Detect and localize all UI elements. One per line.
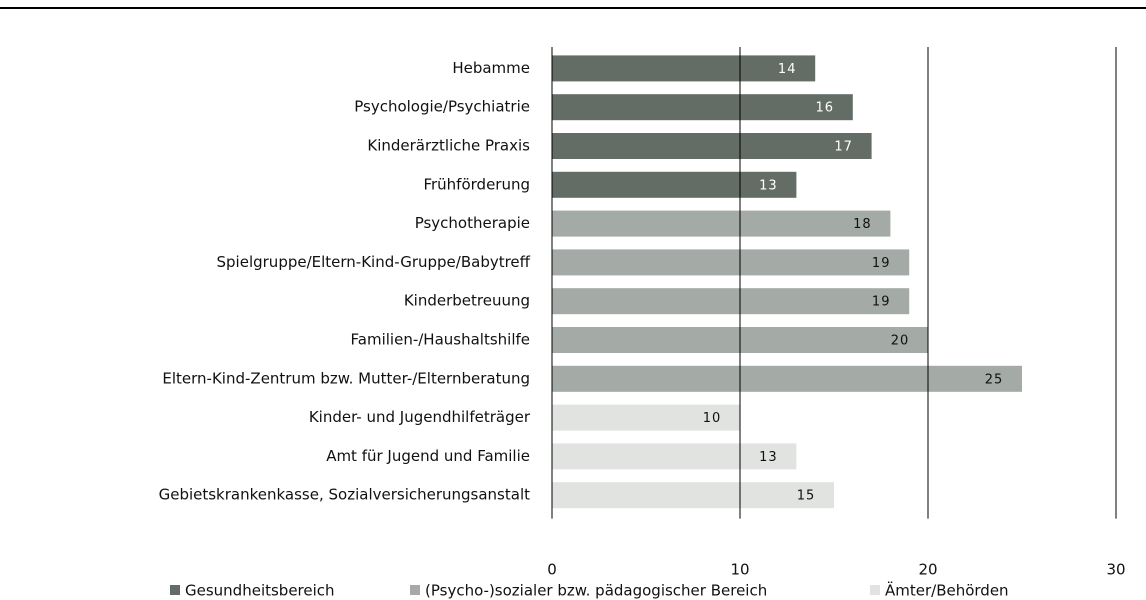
- bar: [552, 94, 853, 121]
- category-label: Frühförderung: [423, 175, 530, 193]
- bar: [552, 249, 910, 276]
- category-label: Amt für Jugend und Familie: [326, 447, 530, 465]
- bar: [552, 171, 797, 198]
- legend-label: Gesundheitsbereich: [185, 582, 335, 600]
- legend-swatch: [870, 585, 880, 595]
- category-label: Kinder- und Jugendhilfeträger: [309, 408, 531, 426]
- value-label: 25: [985, 372, 1004, 387]
- x-tick-label: 20: [918, 561, 937, 579]
- category-label: Psychologie/Psychiatrie: [354, 98, 530, 116]
- value-label: 16: [816, 101, 835, 116]
- legend-label: (Psycho-)sozialer bzw. pädagogischer Ber…: [425, 582, 767, 600]
- value-label: 20: [891, 334, 910, 349]
- value-label: 13: [759, 178, 778, 193]
- category-label: Kinderärztliche Praxis: [367, 137, 530, 155]
- category-label: Familien-/Haushaltshilfe: [351, 331, 530, 349]
- legend-swatch: [170, 585, 180, 595]
- value-label: 19: [872, 256, 891, 271]
- bar: [552, 365, 1022, 392]
- value-label: 18: [853, 217, 872, 232]
- bar: [552, 210, 891, 237]
- category-label: Spielgruppe/Eltern-Kind-Gruppe/Babytreff: [217, 253, 531, 271]
- bar: [552, 133, 872, 159]
- value-label: 15: [797, 489, 816, 504]
- x-tick-label: 30: [1106, 561, 1125, 579]
- category-label: Psychotherapie: [415, 214, 530, 232]
- value-label: 17: [834, 140, 853, 155]
- bar: [552, 482, 834, 509]
- bar: [552, 404, 740, 431]
- category-label: Eltern-Kind-Zentrum bzw. Mutter-/Elternb…: [162, 369, 530, 387]
- legend-label: Ämter/Behörden: [885, 581, 1009, 600]
- category-label: Hebamme: [452, 59, 530, 77]
- bar: [552, 55, 816, 82]
- value-label: 14: [778, 62, 797, 77]
- value-label: 10: [703, 411, 722, 426]
- legend-swatch: [410, 585, 420, 595]
- x-tick-label: 10: [730, 561, 749, 579]
- category-label: Kinderbetreuung: [404, 292, 530, 310]
- bar: [552, 288, 910, 315]
- x-tick-label: 0: [547, 561, 557, 579]
- category-label: Gebietskrankenkasse, Sozialversicherungs…: [159, 486, 531, 504]
- bar: [552, 443, 797, 470]
- value-label: 13: [759, 450, 778, 465]
- value-label: 19: [872, 295, 891, 310]
